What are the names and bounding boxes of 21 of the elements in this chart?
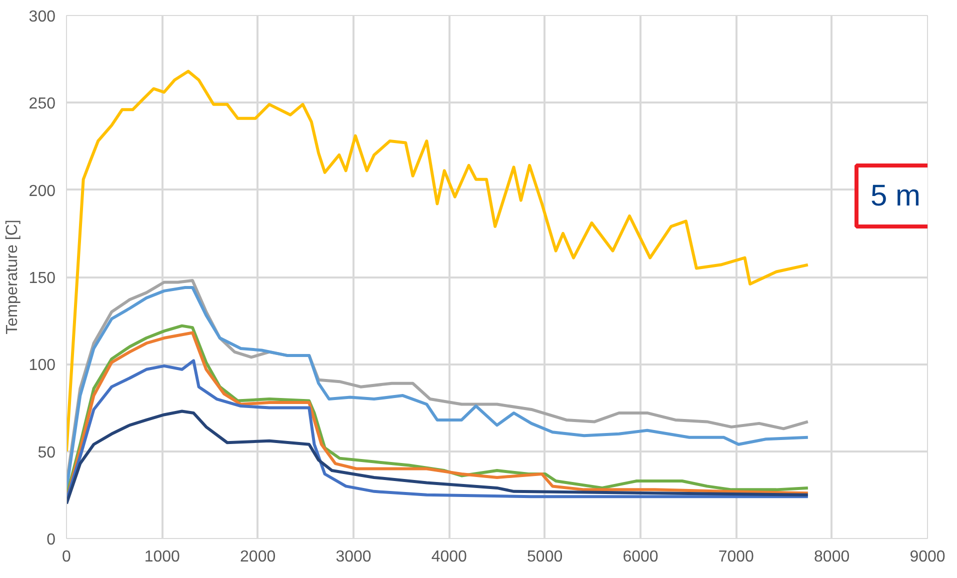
x-tick-label: 4000 — [431, 548, 468, 566]
annotation: 5 m — [870, 180, 921, 212]
line-series — [66, 410, 810, 506]
x-tick-label: 1000 — [144, 548, 180, 566]
x-tick-label: 7000 — [718, 548, 754, 566]
x-tick-label: 8000 — [814, 548, 850, 566]
x-tick-label: 9000 — [910, 548, 946, 566]
x-tick-label: 6000 — [622, 548, 658, 566]
x-tick-label: 2000 — [240, 548, 276, 566]
y-axis-title: Temperature [C] — [4, 220, 21, 334]
y-tick-label: 0 — [46, 532, 56, 548]
y-tick-label: 250 — [28, 96, 56, 113]
x-tick-label: 5000 — [527, 548, 563, 566]
y-tick-label: 300 — [28, 8, 56, 26]
y-tick-label: 100 — [28, 357, 56, 374]
x-tick-label: 3000 — [336, 548, 372, 566]
y-tick-label: 150 — [28, 270, 56, 287]
y-tick-label: 200 — [28, 182, 56, 200]
y-tick-label: 50 — [38, 444, 56, 462]
x-tick-label: 0 — [62, 548, 72, 566]
line-series — [66, 70, 810, 453]
